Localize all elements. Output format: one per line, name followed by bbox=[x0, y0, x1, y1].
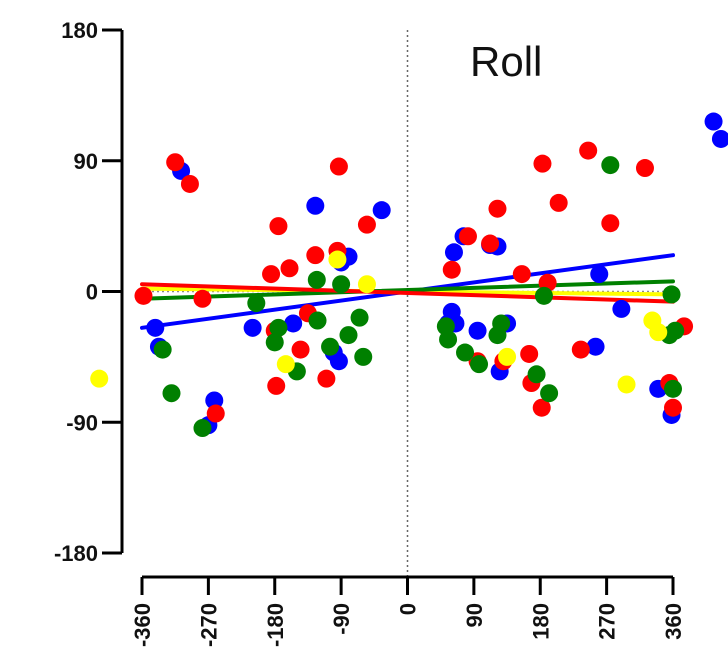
data-point bbox=[329, 352, 348, 371]
data-point bbox=[601, 214, 620, 233]
data-point bbox=[664, 379, 682, 398]
data-point bbox=[321, 337, 340, 356]
y-tick-label: -90 bbox=[66, 410, 98, 435]
data-point bbox=[317, 369, 336, 388]
x-tick-label: 180 bbox=[528, 603, 553, 640]
data-point bbox=[492, 314, 511, 333]
x-tick-label: 270 bbox=[595, 603, 620, 640]
data-point bbox=[532, 398, 551, 417]
data-point bbox=[456, 343, 475, 362]
data-point bbox=[265, 333, 284, 352]
data-point bbox=[276, 355, 295, 374]
data-point bbox=[635, 159, 654, 178]
data-point bbox=[269, 217, 288, 236]
data-point bbox=[590, 265, 609, 284]
data-point bbox=[357, 275, 376, 294]
data-point bbox=[267, 376, 286, 395]
x-tick-label: -90 bbox=[329, 603, 354, 635]
data-point bbox=[280, 259, 299, 278]
data-point bbox=[533, 154, 552, 173]
data-point bbox=[444, 243, 463, 262]
fit-line bbox=[140, 282, 675, 304]
fit-line bbox=[140, 279, 675, 301]
data-point bbox=[205, 391, 224, 410]
data-point bbox=[458, 227, 477, 246]
data-point bbox=[243, 318, 262, 337]
y-tick-label: 0 bbox=[86, 280, 98, 305]
data-point bbox=[329, 157, 348, 176]
data-point bbox=[332, 275, 351, 294]
data-point bbox=[488, 199, 507, 218]
data-point bbox=[247, 294, 266, 313]
data-point bbox=[354, 347, 373, 366]
data-point bbox=[520, 344, 539, 363]
data-point bbox=[481, 234, 500, 253]
data-point bbox=[162, 384, 181, 403]
data-point bbox=[704, 112, 723, 131]
data-point bbox=[527, 365, 546, 384]
data-point bbox=[612, 299, 631, 318]
data-point bbox=[291, 340, 310, 359]
data-point bbox=[498, 347, 517, 366]
data-point bbox=[372, 201, 391, 220]
y-tick-label: -180 bbox=[54, 541, 98, 566]
data-point bbox=[442, 260, 461, 279]
data-points bbox=[90, 112, 728, 438]
data-point bbox=[579, 141, 598, 160]
data-point bbox=[586, 337, 605, 356]
data-point bbox=[468, 321, 487, 340]
data-point bbox=[146, 318, 165, 337]
tick-labels: 180 90 0 -90 -180 -360 -270 -180 -90 0 90 180 270 360 bbox=[54, 18, 686, 647]
data-point bbox=[328, 250, 347, 269]
data-point bbox=[166, 153, 185, 172]
axes bbox=[102, 28, 675, 595]
data-point bbox=[193, 419, 212, 438]
reference-lines bbox=[142, 30, 673, 577]
data-point bbox=[534, 286, 553, 305]
y-tick-label: 90 bbox=[74, 149, 98, 174]
data-point bbox=[540, 384, 559, 403]
data-point bbox=[662, 285, 681, 304]
x-tick-label: 360 bbox=[661, 603, 686, 640]
data-point bbox=[601, 156, 620, 175]
x-tick-label: 0 bbox=[396, 603, 421, 615]
data-point bbox=[549, 193, 568, 212]
x-tick-label: 90 bbox=[462, 603, 487, 627]
data-point bbox=[617, 375, 636, 394]
data-point bbox=[439, 330, 458, 349]
data-point bbox=[306, 196, 325, 215]
data-point bbox=[262, 265, 281, 284]
data-point bbox=[512, 265, 531, 284]
data-point bbox=[284, 314, 303, 333]
data-point bbox=[666, 321, 685, 340]
data-point bbox=[193, 289, 212, 308]
y-tick-label: 180 bbox=[61, 18, 98, 43]
x-tick-label: -180 bbox=[263, 603, 288, 647]
x-tick-label: -360 bbox=[130, 603, 155, 647]
data-point bbox=[90, 369, 109, 388]
data-point bbox=[306, 246, 325, 265]
data-point bbox=[180, 174, 199, 193]
data-point bbox=[571, 340, 590, 359]
data-point bbox=[206, 404, 225, 423]
data-point bbox=[308, 311, 327, 330]
data-point bbox=[711, 129, 728, 148]
data-point bbox=[470, 355, 489, 374]
data-point bbox=[269, 318, 288, 337]
data-point bbox=[134, 286, 153, 305]
data-point bbox=[350, 308, 369, 327]
data-point bbox=[339, 326, 358, 345]
data-point bbox=[307, 270, 326, 289]
fit-lines bbox=[140, 253, 675, 330]
data-point bbox=[153, 340, 172, 359]
data-point bbox=[664, 398, 682, 417]
data-point bbox=[649, 323, 668, 342]
chart-title: Roll bbox=[470, 38, 542, 85]
data-point bbox=[357, 215, 376, 234]
x-tick-label: -270 bbox=[196, 603, 221, 647]
